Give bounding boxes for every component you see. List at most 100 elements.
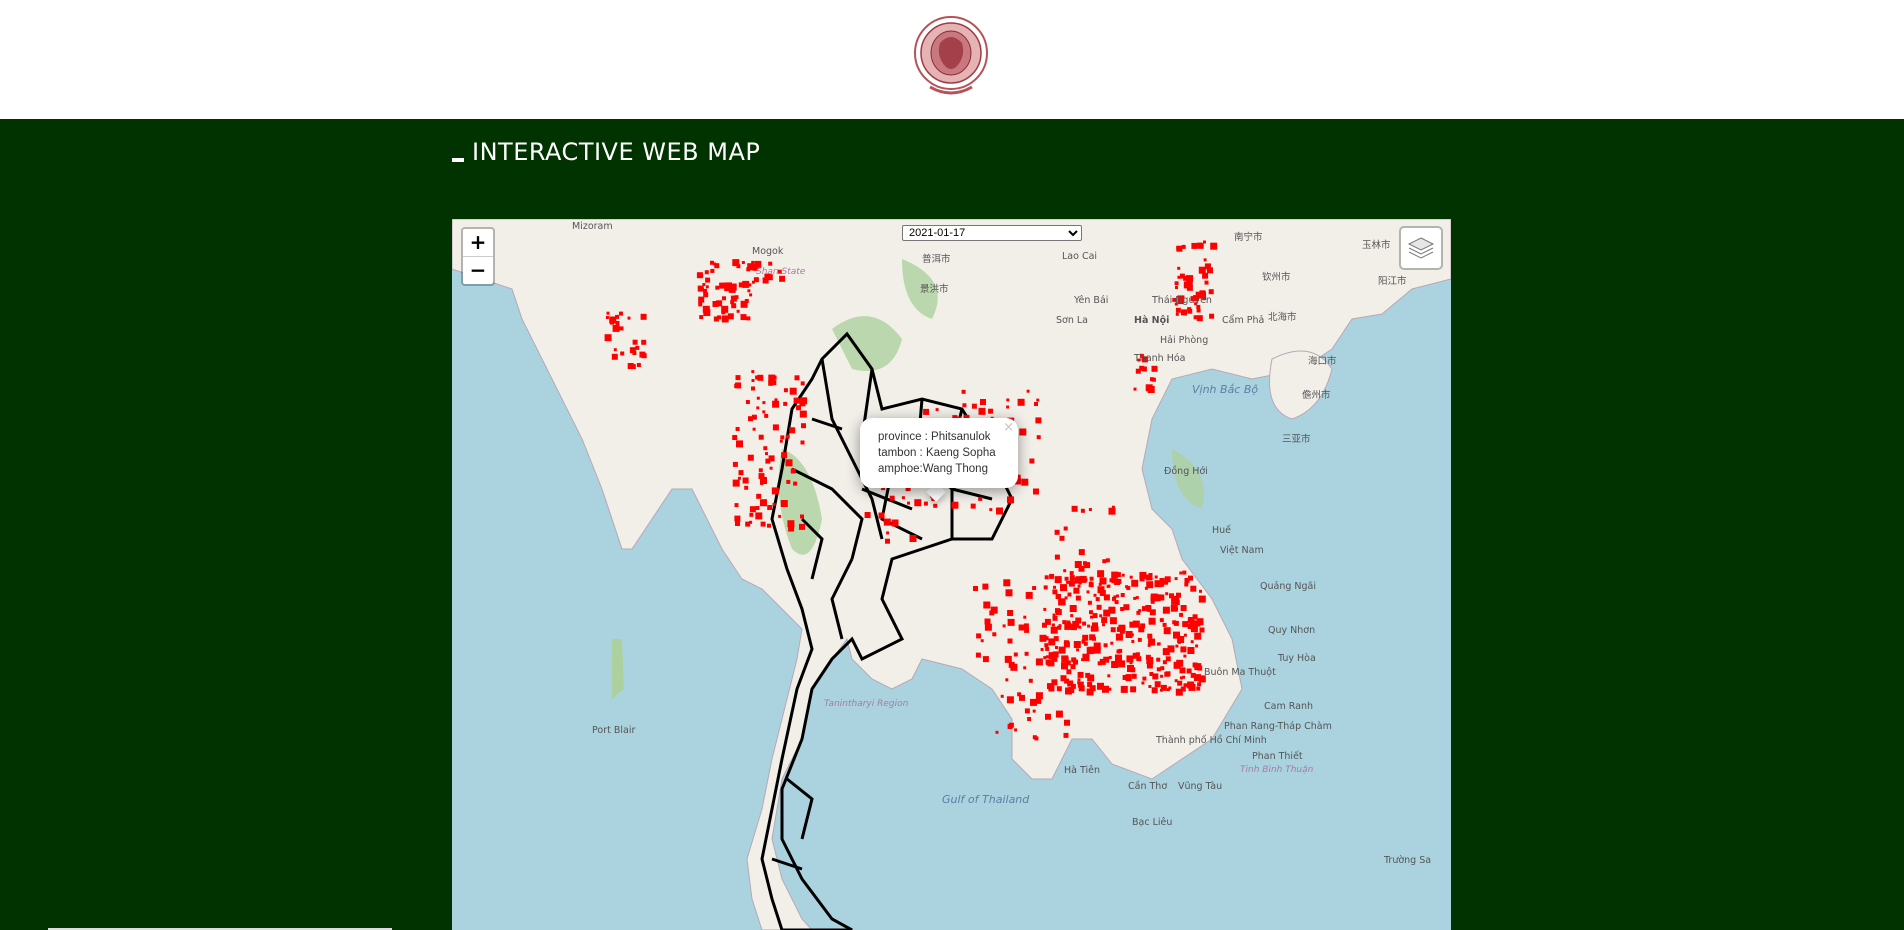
hotspot-marker	[764, 273, 771, 280]
hotspot-marker	[1194, 663, 1202, 671]
map-label: Đồng Hới	[1164, 466, 1208, 477]
hotspot-marker	[905, 486, 911, 492]
map-label: Yên Bái	[1074, 295, 1109, 306]
hotspot-marker	[1150, 595, 1157, 602]
zoom-out-button[interactable]: −	[463, 256, 493, 284]
map-label: Phan Rang-Tháp Chàm	[1224, 721, 1332, 732]
popup-close-button[interactable]: ×	[1003, 420, 1014, 435]
hotspot-marker	[1006, 398, 1010, 402]
map-label: 三亚市	[1282, 434, 1311, 445]
map-base-layer[interactable]	[452, 219, 1451, 930]
hotspot-marker	[765, 452, 768, 456]
hotspot-marker	[1187, 681, 1195, 689]
date-select[interactable]: 2021-01-17	[902, 225, 1082, 241]
hotspot-marker	[1162, 648, 1170, 656]
hotspot-marker	[1177, 295, 1185, 303]
hotspot-marker	[1169, 593, 1174, 599]
hotspot-marker	[1139, 576, 1145, 582]
hotspot-marker	[1070, 576, 1074, 581]
hotspot-marker	[783, 401, 788, 406]
hotspot-marker	[1139, 571, 1147, 579]
map-label: Huế	[1212, 525, 1232, 536]
hotspot-marker	[1036, 398, 1040, 402]
hotspot-marker	[1164, 576, 1171, 583]
hotspot-marker	[758, 473, 765, 480]
hotspot-marker	[1007, 610, 1014, 616]
hotspot-marker	[1174, 302, 1178, 306]
hotspot-marker	[1187, 624, 1193, 629]
hotspot-marker	[740, 300, 748, 308]
hotspot-marker	[788, 525, 795, 532]
hotspot-marker	[935, 408, 939, 412]
hotspot-marker	[989, 610, 995, 616]
hotspot-marker	[757, 374, 764, 381]
hotspot-marker	[1048, 652, 1056, 660]
hotspot-marker	[1054, 576, 1062, 584]
hotspot-marker	[1151, 377, 1156, 382]
interactive-map[interactable]: Mizoram Mogok Shan State 普洱市 景洪市 Lao Cai…	[452, 219, 1451, 930]
hotspot-marker	[1118, 634, 1123, 639]
map-label: Hà Tiên	[1064, 765, 1101, 776]
hotspot-marker	[1078, 625, 1082, 629]
hotspot-marker	[1035, 417, 1042, 424]
hotspot-marker	[1125, 585, 1129, 589]
hotspot-marker	[1063, 732, 1069, 738]
hotspot-marker	[1120, 685, 1128, 693]
hotspot-marker	[1110, 641, 1114, 645]
hotspot-marker	[1084, 578, 1088, 582]
hotspot-marker	[1005, 678, 1009, 682]
hotspot-marker	[610, 320, 614, 325]
hotspot-marker	[1162, 606, 1170, 614]
hotspot-marker	[1137, 358, 1141, 362]
hotspot-marker	[732, 259, 740, 267]
hotspot-marker	[612, 324, 620, 332]
hotspot-marker	[762, 410, 766, 414]
hotspot-marker	[1072, 620, 1080, 628]
hotspot-marker	[705, 285, 709, 289]
royal-seal-logo[interactable]	[910, 13, 992, 99]
hotspot-marker	[1141, 366, 1147, 372]
hotspot-marker	[1052, 613, 1056, 617]
hotspot-marker	[1049, 573, 1055, 579]
hotspot-marker	[1163, 627, 1171, 635]
hotspot-marker	[963, 414, 970, 421]
hotspot-marker	[1051, 623, 1055, 627]
hotspot-marker	[1052, 589, 1058, 595]
hotspot-marker	[1055, 710, 1063, 718]
hotspot-marker	[1196, 304, 1201, 309]
hotspot-marker	[1194, 632, 1202, 640]
layers-control-button[interactable]	[1399, 226, 1443, 270]
hotspot-marker	[976, 633, 982, 639]
hotspot-marker	[1034, 402, 1038, 406]
hotspot-marker	[613, 348, 617, 352]
hotspot-marker	[909, 537, 914, 542]
hotspot-marker	[609, 316, 617, 324]
hotspot-marker	[1092, 613, 1098, 619]
hotspot-marker	[749, 520, 753, 524]
hotspot-marker	[990, 606, 998, 614]
hotspot-marker	[1019, 428, 1027, 436]
page-title: INTERACTIVE WEB MAP	[452, 138, 760, 166]
hotspot-marker	[1195, 644, 1199, 648]
forest-patch-laos	[902, 259, 938, 319]
hotspot-marker	[983, 601, 991, 609]
hotspot-marker	[730, 300, 735, 305]
hotspot-marker	[1061, 655, 1069, 663]
hotspot-marker	[1025, 591, 1033, 599]
hotspot-marker	[787, 520, 795, 528]
hotspot-marker	[1061, 656, 1065, 660]
hotspot-marker	[1199, 290, 1206, 297]
hotspot-marker	[1175, 688, 1183, 696]
hotspot-marker	[1182, 621, 1189, 628]
zoom-in-button[interactable]: +	[469, 230, 487, 254]
hotspot-marker	[1177, 275, 1181, 279]
hotspot-marker	[772, 502, 776, 506]
hotspot-marker	[725, 282, 732, 290]
hotspot-marker	[1024, 708, 1030, 714]
hotspot-marker	[1184, 582, 1189, 587]
hotspot-marker	[738, 282, 744, 288]
hotspot-marker	[1156, 667, 1161, 672]
hotspot-marker	[768, 374, 776, 382]
hotspot-marker	[712, 301, 719, 307]
hotspot-marker	[980, 639, 984, 643]
